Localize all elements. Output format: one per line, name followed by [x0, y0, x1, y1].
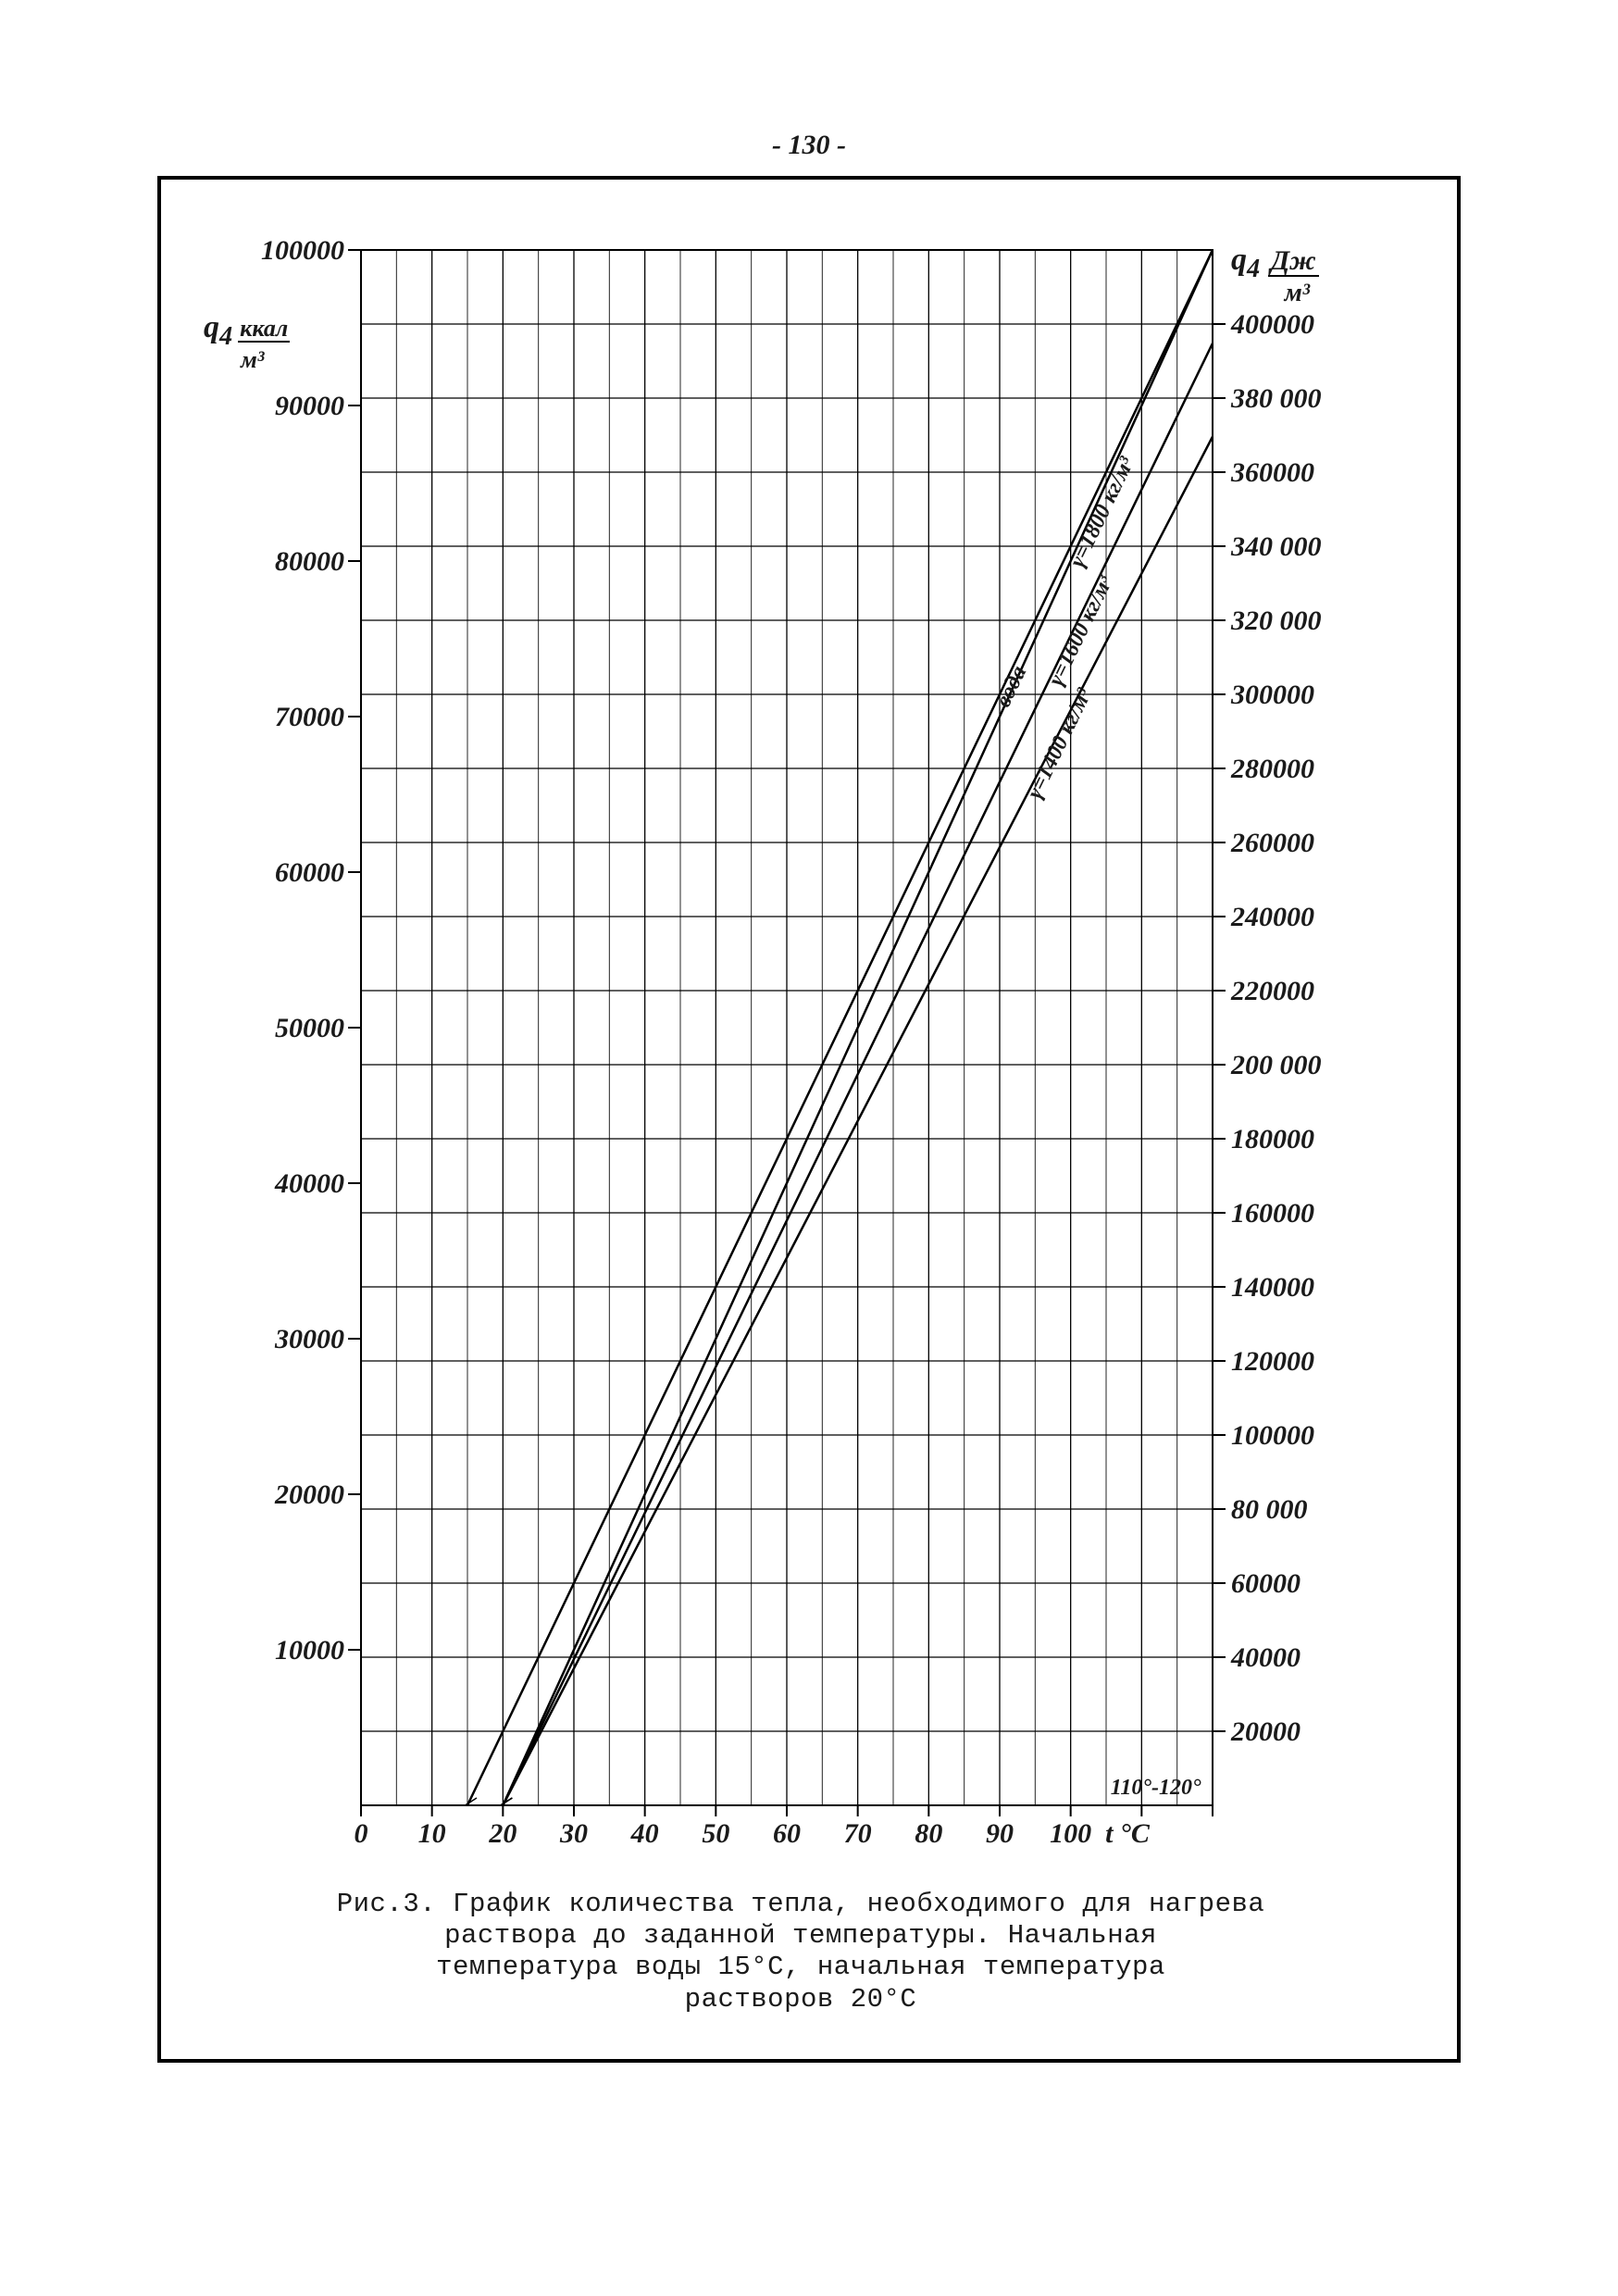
y-left-tick: 50000 — [275, 1013, 344, 1044]
chart: q4ккалм³ q4 Джм³ 10000200003000040000500… — [194, 213, 1416, 1870]
y-right-tick: 280000 — [1231, 754, 1314, 785]
y-right-tick: 40000 — [1231, 1642, 1301, 1674]
y-right-tick: 160000 — [1231, 1198, 1314, 1229]
x-tick: 10 — [418, 1818, 446, 1850]
y-right-tick: 80 000 — [1231, 1494, 1308, 1526]
x-extra-range-label: 110°-120° — [1111, 1776, 1201, 1801]
y-right-tick: 380 000 — [1231, 383, 1322, 415]
x-tick: 100 — [1050, 1818, 1091, 1850]
y-right-tick: 180000 — [1231, 1124, 1314, 1155]
figure-caption: Рис.3. График количества тепла, необходи… — [222, 1889, 1379, 2015]
y-left-tick: 70000 — [275, 702, 344, 733]
y-right-tick: 260000 — [1231, 828, 1314, 859]
x-tick: 30 — [560, 1818, 588, 1850]
y-left-tick: 60000 — [275, 857, 344, 889]
x-tick: 40 — [631, 1818, 659, 1850]
x-tick: 90 — [986, 1818, 1014, 1850]
y-left-tick: 100000 — [261, 235, 344, 267]
x-tick: 70 — [844, 1818, 872, 1850]
x-tick: 60 — [773, 1818, 801, 1850]
y-right-tick: 20000 — [1231, 1716, 1301, 1748]
x-tick: 0 — [355, 1818, 368, 1850]
y-left-axis-label: q4ккалм³ — [204, 312, 290, 372]
x-tick: 80 — [915, 1818, 942, 1850]
y-right-tick: 140000 — [1231, 1272, 1314, 1304]
y-right-tick: 300000 — [1231, 680, 1314, 711]
y-left-tick: 10000 — [275, 1635, 344, 1666]
y-left-tick: 20000 — [275, 1479, 344, 1511]
x-tick: 20 — [489, 1818, 517, 1850]
page-number: - 130 - — [0, 130, 1618, 161]
y-right-tick: 360000 — [1231, 457, 1314, 489]
y-left-tick: 80000 — [275, 546, 344, 578]
y-right-tick: 320 000 — [1231, 605, 1322, 637]
y-right-axis-label: q4 Джм³ — [1231, 244, 1319, 306]
x-axis-label: t °C — [1105, 1818, 1150, 1850]
page: - 130 - q4ккалм³ q4 Джм³ 10000 20000 30000… — [0, 0, 1618, 2296]
y-right-tick: 60000 — [1231, 1568, 1301, 1600]
y-right-tick: 400000 — [1231, 309, 1314, 341]
y-right-tick: 120000 — [1231, 1346, 1314, 1378]
y-right-tick: 340 000 — [1231, 531, 1322, 563]
y-right-tick: 220000 — [1231, 976, 1314, 1007]
y-left-tick: 30000 — [275, 1324, 344, 1355]
y-right-tick: 200 000 — [1231, 1050, 1322, 1081]
y-left-tick: 40000 — [275, 1168, 344, 1200]
y-left-tick: 90000 — [275, 391, 344, 422]
x-tick: 50 — [702, 1818, 729, 1850]
y-right-tick: 100000 — [1231, 1420, 1314, 1452]
y-right-tick: 240000 — [1231, 902, 1314, 933]
